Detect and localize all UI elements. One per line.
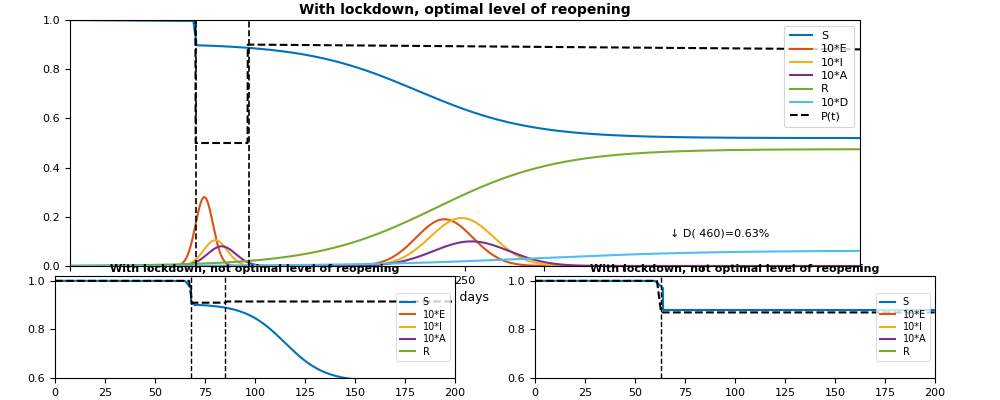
Legend: S, 10*E, 10*I, 10*A, R: S, 10*E, 10*I, 10*A, R <box>396 293 450 361</box>
Title: With lockdown, not optimal level of reopening: With lockdown, not optimal level of reop… <box>110 264 400 274</box>
Title: With lockdown, optimal level of reopening: With lockdown, optimal level of reopenin… <box>299 4 631 18</box>
Text: ↓ D( 460)=0.63%: ↓ D( 460)=0.63% <box>670 229 770 239</box>
Legend: S, 10*E, 10*I, 10*A, R: S, 10*E, 10*I, 10*A, R <box>876 293 930 361</box>
Title: With lockdown, not optimal level of reopening: With lockdown, not optimal level of reop… <box>590 264 880 274</box>
X-axis label: t - days: t - days <box>442 291 489 304</box>
Legend: S, 10*E, 10*I, 10*A, R, 10*D, P(t): S, 10*E, 10*I, 10*A, R, 10*D, P(t) <box>784 26 854 127</box>
